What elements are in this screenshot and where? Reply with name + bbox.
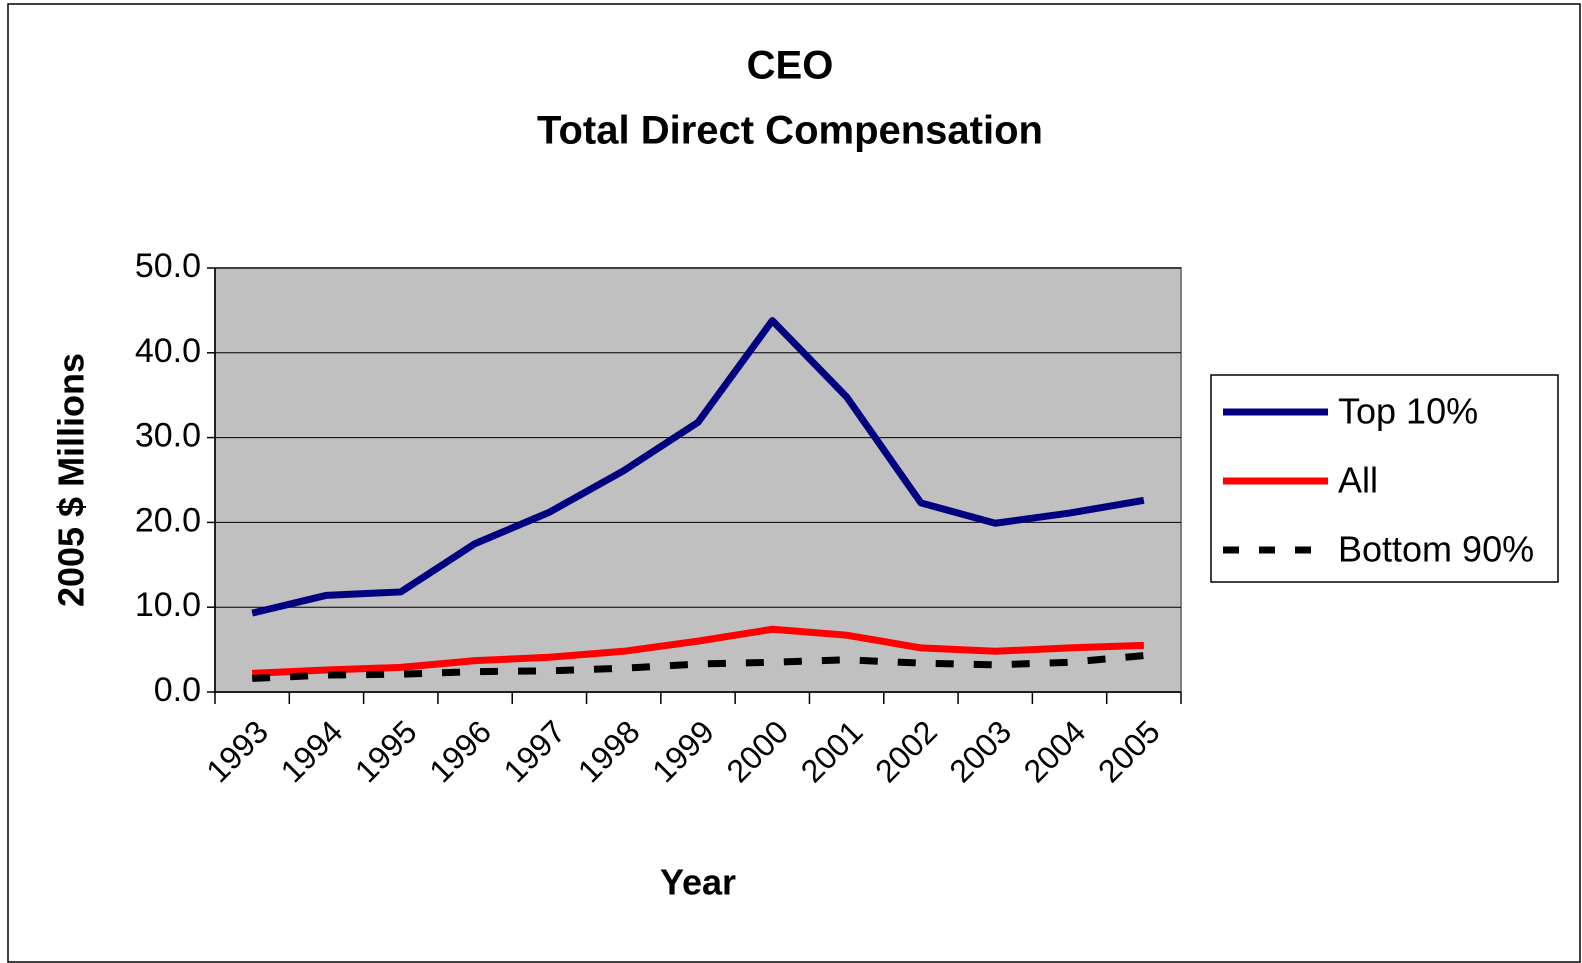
line-series (251, 625, 1144, 677)
x-axis-label: Year (660, 862, 736, 903)
legend-label: Top 10% (1338, 391, 1478, 432)
y-axis-label: 2005 $ Millions (51, 353, 92, 607)
y-tick-label: 0.0 (154, 671, 201, 709)
legend-label: Bottom 90% (1338, 529, 1534, 570)
line-series (251, 317, 1145, 617)
y-tick-label: 30.0 (135, 417, 201, 455)
chart-subtitle: Total Direct Compensation (537, 109, 1043, 153)
y-tick-label: 40.0 (135, 332, 201, 370)
y-tick-label: 50.0 (135, 247, 201, 285)
y-tick-label: 20.0 (135, 501, 201, 539)
y-tick-label: 10.0 (135, 586, 201, 624)
plot-area (214, 267, 1182, 693)
legend-label: All (1338, 460, 1378, 501)
chart-title: CEO (747, 44, 834, 88)
